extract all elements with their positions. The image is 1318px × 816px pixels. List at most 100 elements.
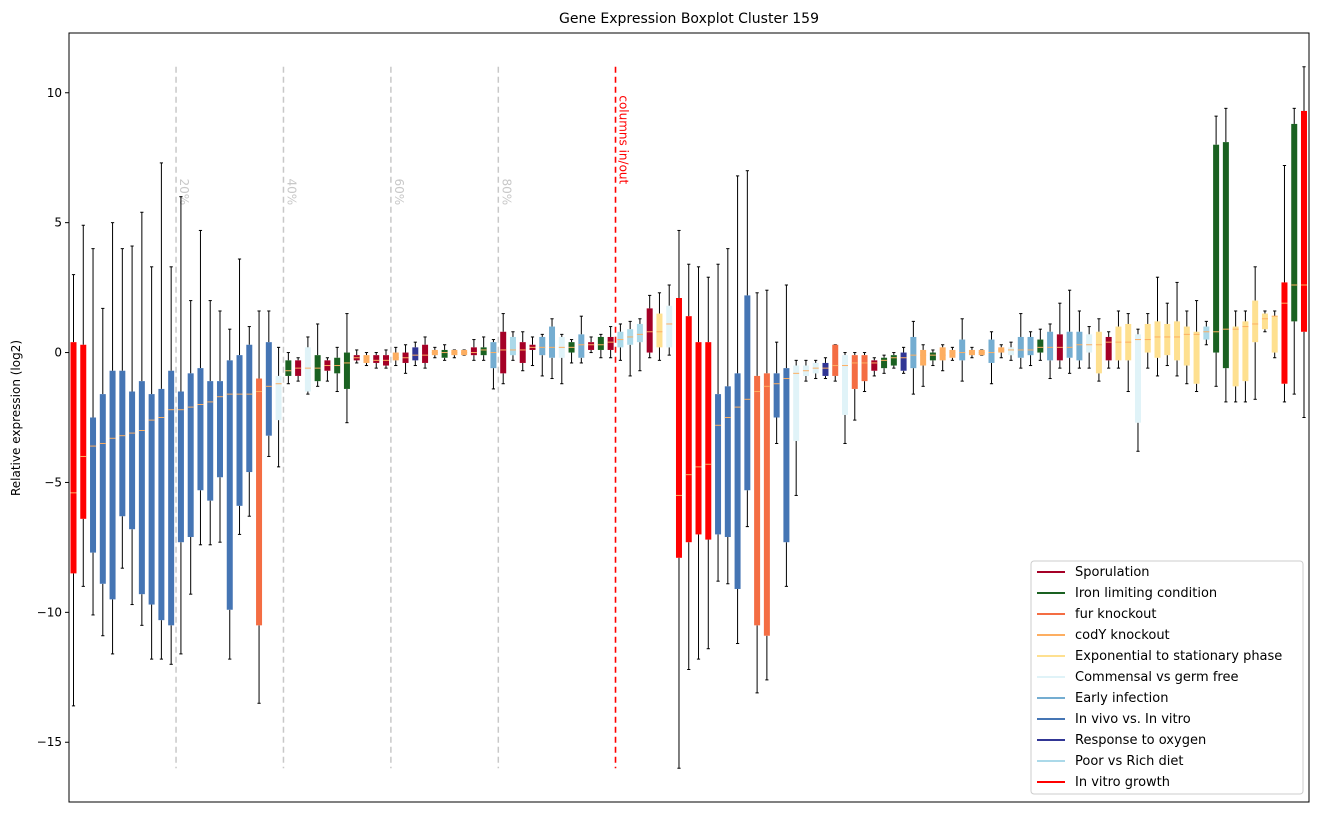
box-body (99, 394, 106, 584)
box-13 (187, 300, 194, 595)
y-tick-label: −10 (37, 605, 62, 619)
box-body (216, 381, 223, 478)
box-body (1008, 347, 1015, 356)
box-116 (1193, 300, 1200, 393)
box-77 (812, 359, 819, 380)
box-99 (1027, 331, 1034, 367)
box-125 (1281, 164, 1288, 403)
box-body (1095, 331, 1102, 374)
box-87 (910, 320, 917, 395)
box-38 (431, 346, 438, 359)
box-22 (275, 346, 282, 468)
box-127 (1301, 66, 1307, 418)
box-body (177, 391, 184, 543)
y-tick-label: −15 (37, 735, 62, 749)
box-body (285, 360, 292, 376)
box-95 (988, 331, 995, 385)
y-axis-label: Relative expression (log2) (9, 340, 23, 496)
box-body (705, 342, 712, 540)
box-body (1115, 326, 1122, 361)
box-15 (207, 300, 214, 546)
box-body (695, 342, 702, 535)
box-83 (871, 357, 878, 377)
box-body (519, 342, 526, 363)
box-27 (324, 357, 331, 382)
box-82 (861, 352, 868, 393)
box-body (470, 347, 477, 356)
box-4 (99, 307, 106, 637)
box-body (373, 355, 380, 363)
box-body (138, 381, 145, 595)
box-body (1076, 331, 1083, 361)
box-16 (216, 310, 223, 543)
box-body (1164, 323, 1171, 356)
box-114 (1174, 281, 1181, 377)
box-body (724, 386, 731, 538)
legend-item: Poor vs Rich diet (1037, 754, 1183, 769)
box-body (871, 360, 878, 371)
box-21 (265, 310, 272, 457)
box-body (1047, 331, 1054, 361)
box-88 (920, 344, 927, 387)
box-26 (314, 323, 321, 387)
box-body (636, 323, 643, 343)
box-37 (422, 336, 429, 369)
box-7 (129, 245, 136, 606)
box-body (900, 352, 907, 371)
box-body (1144, 323, 1151, 353)
box-105 (1086, 326, 1093, 369)
box-75 (793, 359, 800, 496)
box-12 (177, 196, 184, 655)
box-body (822, 362, 829, 376)
box-8 (138, 211, 145, 626)
box-body (1183, 326, 1190, 366)
legend-label: In vivo vs. In vitro (1075, 712, 1191, 727)
box-65 (695, 266, 702, 660)
box-118 (1213, 115, 1220, 387)
box-body (773, 373, 780, 418)
legend-label: Poor vs Rich diet (1075, 754, 1183, 769)
legend-item: In vitro growth (1037, 775, 1170, 790)
box-124 (1271, 310, 1278, 359)
legend-label: Early infection (1075, 691, 1168, 706)
legend-item: Commensal vs germ free (1037, 670, 1238, 685)
box-32 (373, 352, 380, 369)
box-41 (461, 349, 468, 356)
box-body (549, 326, 556, 358)
box-85 (890, 352, 897, 369)
box-body (226, 360, 233, 610)
box-10 (158, 162, 165, 660)
box-body (988, 339, 995, 363)
box-86 (900, 346, 907, 374)
box-45 (500, 313, 507, 385)
box-body (509, 336, 516, 356)
box-51 (558, 333, 565, 385)
box-94 (978, 349, 985, 356)
box-body (490, 342, 497, 369)
box-body (666, 305, 673, 348)
box-body (939, 347, 946, 361)
box-body (119, 370, 126, 517)
box-body (1027, 336, 1034, 356)
box-53 (578, 315, 585, 364)
box-body (744, 295, 751, 491)
box-25 (304, 336, 311, 395)
box-104 (1076, 310, 1083, 369)
box-79 (832, 344, 839, 382)
box-body (890, 355, 897, 366)
box-96 (998, 344, 1005, 359)
box-body (734, 373, 741, 589)
box-48 (529, 336, 536, 367)
box-body (392, 352, 399, 361)
box-52 (568, 339, 575, 364)
box-50 (549, 318, 556, 380)
y-tick-label: 10 (47, 86, 62, 100)
box-54 (588, 336, 595, 354)
box-body (861, 355, 868, 382)
box-body (949, 349, 956, 358)
box-body (441, 349, 448, 358)
box-121 (1242, 310, 1249, 403)
box-117 (1203, 320, 1210, 346)
box-70 (744, 170, 751, 528)
